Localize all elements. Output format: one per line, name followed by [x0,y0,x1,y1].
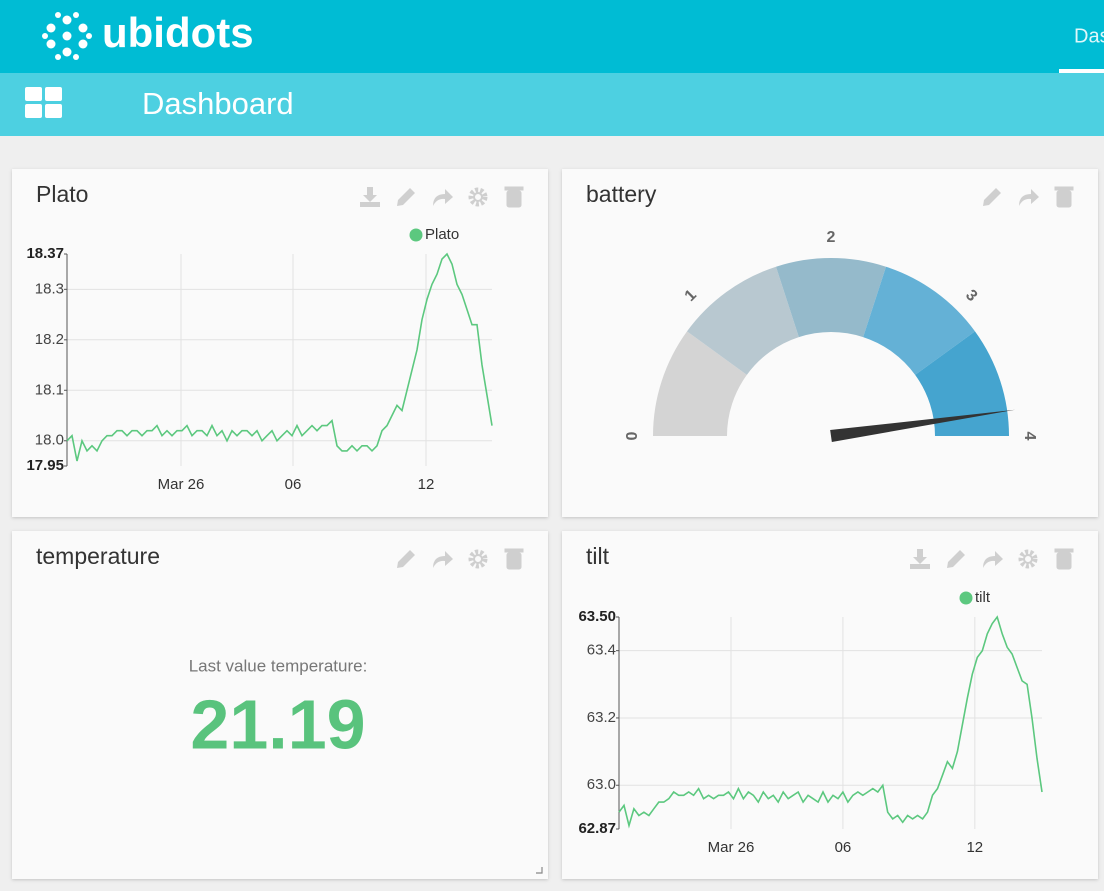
widget-title: battery [586,181,657,207]
icon-part [913,549,927,564]
icon-part [473,192,483,202]
y-tick-label: 18.0 [35,432,64,449]
icon-part [1056,190,1072,208]
icon-part [947,550,965,568]
legend-marker [959,591,973,605]
icon-part [397,188,415,206]
icon-part [473,554,483,564]
resize-handle [536,867,543,874]
icon-part [1019,189,1039,206]
y-tick-label: 63.4 [587,642,616,659]
y-tick-label: 18.37 [26,245,64,262]
share-icon[interactable] [1019,189,1039,206]
legend-label: tilt [975,589,991,606]
trash-icon[interactable] [1054,186,1074,208]
gauge-band [653,331,747,436]
x-tick-label: 12 [966,839,983,856]
x-tick-label: 06 [285,476,302,493]
icon-part [363,187,377,202]
gauge-band [686,266,799,375]
download-icon[interactable] [910,549,930,569]
widget-card [562,531,1098,879]
icon-part [1054,186,1074,191]
toolbar-title: Dashboard [142,86,294,121]
icon-part [1054,548,1074,553]
widget-card [562,169,1098,517]
x-tick-label: Mar 26 [158,476,205,493]
icon-part [504,186,524,191]
logo[interactable]: ubidots [102,9,254,56]
icon-part [433,189,453,206]
gauge-tick-label: 0 [624,431,641,440]
gauge-tick-label: 2 [827,229,836,246]
y-tick-label: 63.50 [578,608,616,625]
icon-part [1018,549,1038,569]
share-icon[interactable] [433,189,453,206]
gauge-tick-label: 4 [1021,432,1038,441]
widget-title: Plato [36,181,88,207]
icon-part [983,551,1003,568]
gauge-band [775,258,887,338]
trash-icon[interactable] [1054,548,1074,570]
nav-underline [1059,69,1104,73]
share-icon[interactable] [983,551,1003,568]
header-bar [0,0,1104,73]
x-tick-label: Mar 26 [708,839,755,856]
legend-label: Plato [425,226,459,243]
x-tick-label: 06 [835,839,852,856]
logo-dots [42,12,92,60]
settings-icon[interactable] [1018,549,1038,569]
widget-title: temperature [36,543,160,569]
toolbar [0,73,1104,136]
y-tick-label: 18.1 [35,381,64,398]
icon-part [504,548,524,553]
icon-part [433,551,453,568]
settings-icon[interactable] [468,549,488,569]
icon-part [983,188,1001,206]
legend-marker [409,228,423,242]
data-line [618,615,1043,829]
gauge-band [915,331,1009,436]
value-caption: Last value temperature: [189,656,368,675]
y-tick-label: 63.0 [587,776,616,793]
icon-part [397,550,415,568]
last-value: 21.19 [190,685,365,763]
edit-icon[interactable] [947,550,965,568]
widget-card [12,169,548,517]
gauge-needle [830,409,1016,442]
trash-icon[interactable] [504,548,524,570]
edit-icon[interactable] [397,550,415,568]
widget-title: tilt [586,543,610,569]
icon-part [1056,552,1072,570]
data-line [66,252,493,462]
share-icon[interactable] [433,551,453,568]
menu-icon[interactable] [25,87,62,118]
download-icon[interactable] [360,187,380,207]
icon-part [468,187,488,207]
x-tick-label: 12 [418,476,435,493]
edit-icon[interactable] [983,188,1001,206]
y-tick-label: 62.87 [578,820,616,837]
nav-link[interactable]: Dashboard [1074,25,1104,47]
y-tick-label: 18.3 [35,280,64,297]
trash-icon[interactable] [504,186,524,208]
edit-icon[interactable] [397,188,415,206]
y-tick-label: 17.95 [26,457,64,474]
gauge-band [863,266,976,375]
icon-part [506,190,522,208]
icon-part [910,564,930,569]
settings-icon[interactable] [468,187,488,207]
icon-part [1023,554,1033,564]
y-tick-label: 63.2 [587,709,616,726]
icon-part [468,549,488,569]
icon-part [360,202,380,207]
y-tick-label: 18.2 [35,331,64,348]
widget-card [12,531,548,879]
icon-part [506,552,522,570]
